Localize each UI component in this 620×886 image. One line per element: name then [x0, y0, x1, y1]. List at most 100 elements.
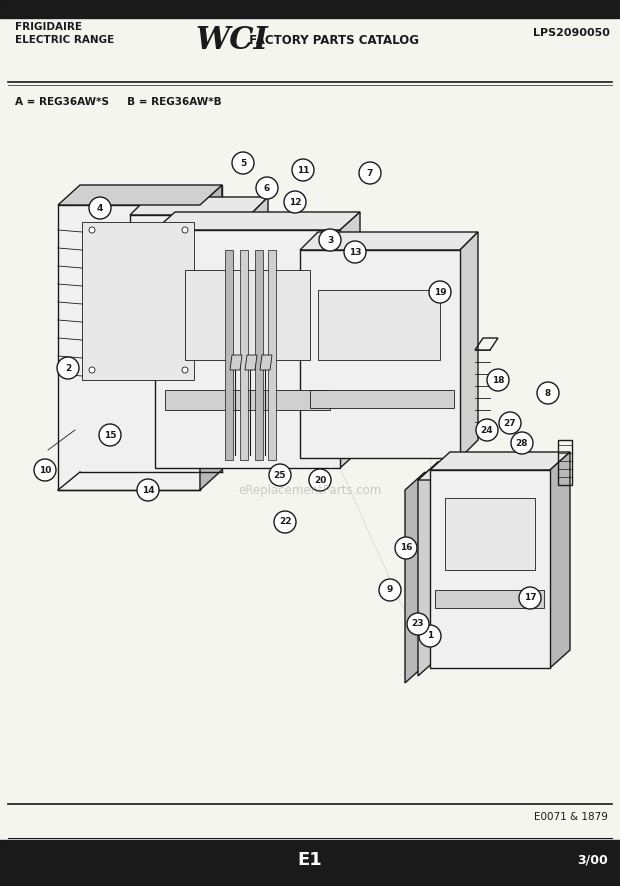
- Polygon shape: [130, 215, 250, 263]
- Text: 27: 27: [503, 418, 516, 428]
- Polygon shape: [82, 222, 194, 380]
- Circle shape: [57, 357, 79, 379]
- Polygon shape: [185, 270, 310, 360]
- Polygon shape: [418, 462, 438, 676]
- Circle shape: [309, 469, 331, 491]
- Circle shape: [292, 159, 314, 181]
- Polygon shape: [260, 355, 272, 370]
- Text: 20: 20: [314, 476, 326, 485]
- Text: 7: 7: [367, 168, 373, 177]
- Circle shape: [511, 432, 533, 454]
- Circle shape: [395, 537, 417, 559]
- Polygon shape: [200, 185, 222, 490]
- Polygon shape: [245, 355, 257, 370]
- Text: 9: 9: [387, 586, 393, 595]
- Polygon shape: [230, 355, 242, 370]
- Polygon shape: [405, 472, 425, 683]
- Polygon shape: [255, 250, 263, 460]
- Text: E1: E1: [298, 851, 322, 869]
- Polygon shape: [300, 232, 478, 250]
- Polygon shape: [268, 250, 276, 460]
- Text: 18: 18: [492, 376, 504, 385]
- Text: 13: 13: [348, 247, 361, 257]
- Text: 15: 15: [104, 431, 117, 439]
- Polygon shape: [300, 250, 460, 458]
- Text: 6: 6: [264, 183, 270, 192]
- Circle shape: [379, 579, 401, 601]
- Text: 10: 10: [39, 465, 51, 475]
- Circle shape: [99, 424, 121, 446]
- Circle shape: [269, 464, 291, 486]
- Text: 23: 23: [412, 619, 424, 628]
- Circle shape: [499, 412, 521, 434]
- Circle shape: [344, 241, 366, 263]
- Circle shape: [137, 479, 159, 501]
- Text: ELECTRIC RANGE: ELECTRIC RANGE: [15, 35, 114, 45]
- Circle shape: [487, 369, 509, 391]
- Text: WCI: WCI: [195, 25, 268, 56]
- Bar: [0, 0, 620, 18]
- Text: eReplacementParts.com: eReplacementParts.com: [238, 484, 382, 496]
- Polygon shape: [430, 470, 550, 668]
- Text: 3/00: 3/00: [577, 853, 608, 867]
- Text: 28: 28: [516, 439, 528, 447]
- Polygon shape: [240, 250, 248, 460]
- Polygon shape: [250, 197, 268, 263]
- Polygon shape: [550, 452, 570, 668]
- Polygon shape: [155, 212, 360, 230]
- Circle shape: [407, 613, 429, 635]
- Text: 24: 24: [480, 425, 494, 434]
- Text: 16: 16: [400, 543, 412, 553]
- Circle shape: [34, 459, 56, 481]
- Polygon shape: [165, 390, 330, 410]
- Circle shape: [319, 229, 341, 251]
- Text: 1: 1: [427, 632, 433, 641]
- Bar: [0, 840, 620, 886]
- Text: 12: 12: [289, 198, 301, 206]
- Text: 3: 3: [327, 236, 333, 245]
- Circle shape: [284, 191, 306, 213]
- Polygon shape: [58, 185, 222, 205]
- Circle shape: [519, 587, 541, 609]
- Text: 17: 17: [524, 594, 536, 602]
- Text: E0071 & 1879: E0071 & 1879: [534, 812, 608, 822]
- Text: 8: 8: [545, 388, 551, 398]
- Circle shape: [537, 382, 559, 404]
- Text: 14: 14: [142, 486, 154, 494]
- Polygon shape: [225, 250, 233, 460]
- Circle shape: [89, 197, 111, 219]
- Circle shape: [429, 281, 451, 303]
- Text: A = REG36AW*S     B = REG36AW*B: A = REG36AW*S B = REG36AW*B: [15, 97, 221, 107]
- Polygon shape: [318, 290, 440, 360]
- Polygon shape: [310, 390, 454, 408]
- Text: LPS2090050: LPS2090050: [533, 28, 610, 38]
- Text: FRIGIDAIRE: FRIGIDAIRE: [15, 22, 82, 32]
- Circle shape: [232, 152, 254, 174]
- Text: FACTORY PARTS CATALOG: FACTORY PARTS CATALOG: [245, 34, 419, 47]
- Polygon shape: [435, 590, 544, 608]
- Circle shape: [182, 227, 188, 233]
- Polygon shape: [445, 498, 535, 570]
- Circle shape: [359, 162, 381, 184]
- Text: 22: 22: [279, 517, 291, 526]
- Text: 4: 4: [97, 204, 103, 213]
- Circle shape: [256, 177, 278, 199]
- Polygon shape: [58, 205, 200, 490]
- Polygon shape: [430, 452, 570, 470]
- Circle shape: [476, 419, 498, 441]
- Circle shape: [274, 511, 296, 533]
- Circle shape: [89, 227, 95, 233]
- Text: 5: 5: [240, 159, 246, 167]
- Polygon shape: [155, 230, 340, 468]
- Polygon shape: [340, 212, 360, 468]
- Circle shape: [89, 367, 95, 373]
- Text: 11: 11: [297, 166, 309, 175]
- Bar: [0, 18, 620, 80]
- Circle shape: [419, 625, 441, 647]
- Text: 25: 25: [274, 470, 286, 479]
- Text: 19: 19: [433, 287, 446, 297]
- Polygon shape: [130, 197, 268, 215]
- Polygon shape: [460, 232, 478, 458]
- Circle shape: [182, 367, 188, 373]
- Text: 2: 2: [65, 363, 71, 372]
